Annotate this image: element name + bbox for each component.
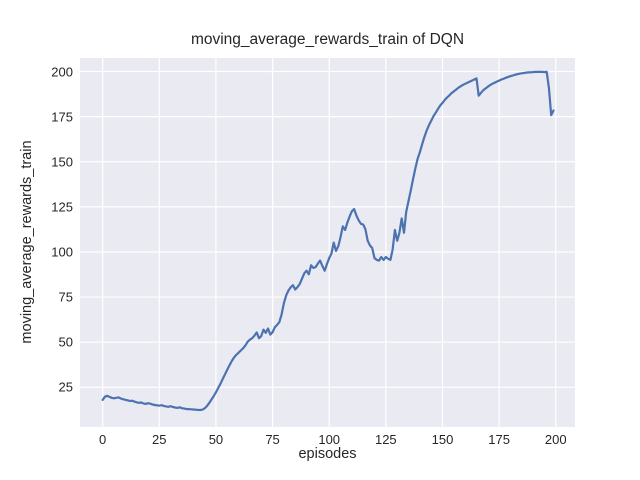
x-tick-label: 25 <box>152 432 167 447</box>
dqn-series-line <box>101 70 555 412</box>
y-tick-label: 150 <box>51 154 73 170</box>
y-tick-label: 25 <box>58 379 73 395</box>
x-tick-label: 175 <box>488 432 510 447</box>
y-tick-label: 125 <box>51 199 73 215</box>
x-tick-label: 50 <box>208 432 224 447</box>
x-tick-label: 150 <box>431 432 454 447</box>
chart-title: moving_average_rewards_train of DQN <box>190 31 465 48</box>
y-tick-label: 75 <box>58 289 73 305</box>
y-tick-label: 175 <box>51 109 73 125</box>
x-tick-label: 0 <box>99 432 107 447</box>
x-tick-label: 200 <box>544 432 567 447</box>
y-tick-label: 100 <box>51 244 73 260</box>
y-tick-label: 200 <box>51 64 73 80</box>
x-tick-label: 100 <box>318 432 341 447</box>
y-tick-label: 50 <box>58 334 73 350</box>
gridlines <box>80 58 575 427</box>
x-tick-label: 75 <box>265 432 280 447</box>
y-axis-label: moving_average_rewards_train <box>19 140 35 344</box>
axes-background <box>80 58 575 427</box>
x-tick-label: 125 <box>374 432 397 447</box>
x-axis-label: episodes <box>298 446 357 462</box>
